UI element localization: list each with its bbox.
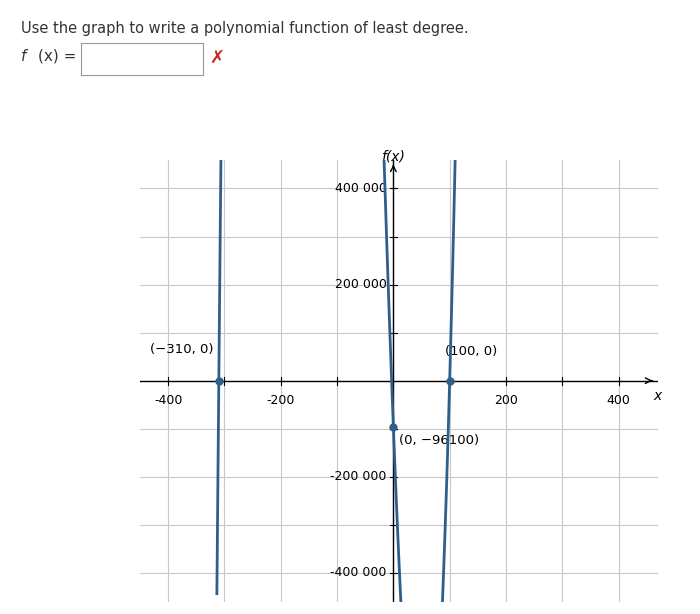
Text: f(x): f(x) [382,149,405,163]
Text: 200 000: 200 000 [335,278,386,291]
Text: x: x [654,389,662,403]
Text: (−310, 0): (−310, 0) [150,343,213,356]
Text: 200: 200 [494,394,518,407]
Text: -400 000: -400 000 [330,566,386,580]
Text: Use the graph to write a polynomial function of least degree.: Use the graph to write a polynomial func… [21,21,468,36]
Text: (100, 0): (100, 0) [445,344,498,357]
Text: 400 000: 400 000 [335,182,386,195]
Text: (x) =: (x) = [38,49,77,64]
Text: f: f [21,49,27,64]
Text: -400: -400 [154,394,182,407]
Text: ✗: ✗ [210,49,225,68]
Text: (0, −96100): (0, −96100) [399,433,479,446]
Text: -200 000: -200 000 [330,470,386,483]
Text: -200: -200 [267,394,295,407]
Text: 400: 400 [607,394,631,407]
